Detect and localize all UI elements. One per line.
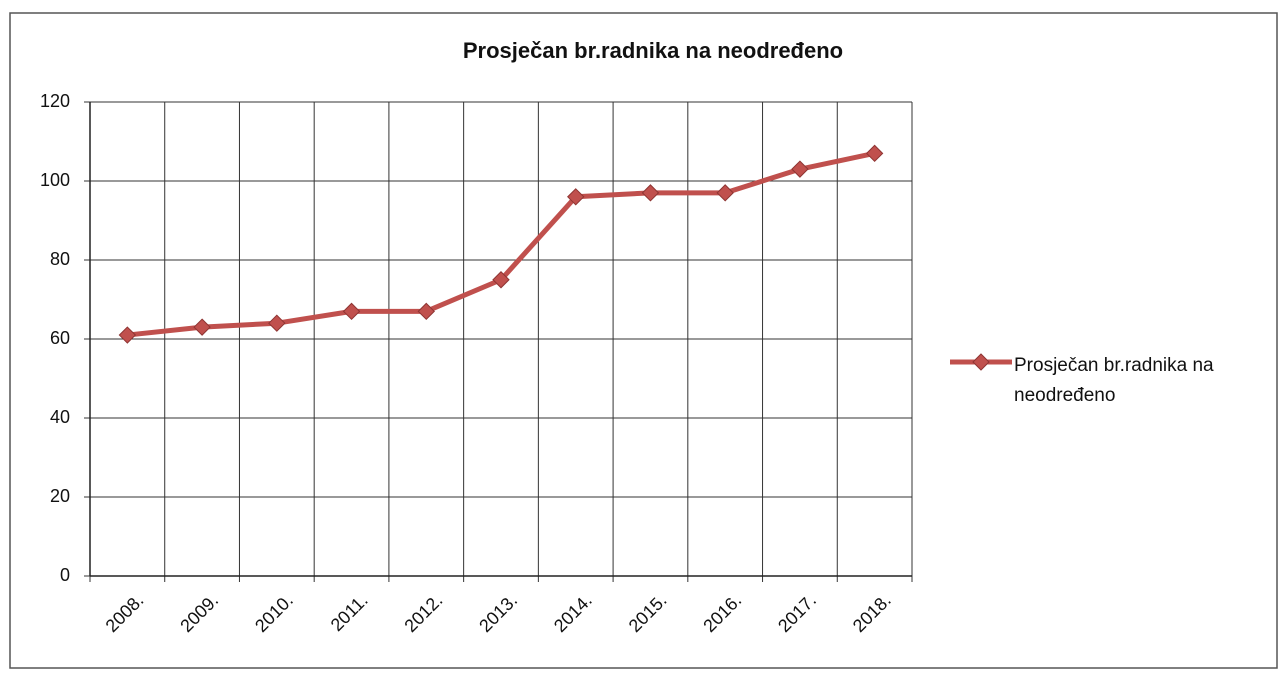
x-tick-label: 2010. (251, 590, 297, 636)
y-tick-label: 80 (50, 249, 70, 269)
y-tick-label: 100 (40, 170, 70, 190)
legend-label: Prosječan br.radnika na neodređeno (1014, 355, 1214, 406)
y-tick-label: 60 (50, 328, 70, 348)
y-tick-label: 120 (40, 91, 70, 111)
point (268, 314, 286, 332)
chart-border (9, 12, 1278, 669)
point (417, 302, 435, 321)
point (641, 184, 660, 202)
x-tick-label: 2012. (400, 590, 446, 636)
legend-marker (972, 353, 990, 371)
y-tick-label: 0 (60, 565, 70, 585)
x-tick-label: 2018. (849, 590, 895, 636)
x-tick-label: 2017. (774, 590, 820, 636)
point (342, 302, 361, 321)
point (118, 326, 137, 344)
point (865, 144, 884, 163)
point (492, 271, 510, 289)
chart-title: Prosječan br.radnika na neodređeno (463, 38, 843, 63)
x-tick-label: 2011. (327, 590, 372, 635)
point (791, 160, 809, 178)
x-tick-label: 2013. (475, 590, 521, 636)
point (193, 318, 211, 336)
point (567, 188, 585, 206)
point (716, 184, 734, 202)
x-tick-label: 2009. (176, 590, 222, 636)
y-tick-label: 20 (50, 486, 70, 506)
x-tick-label: 2014. (550, 590, 596, 636)
x-tick-label: 2008. (102, 590, 148, 636)
y-tick-label: 40 (50, 407, 70, 427)
x-tick-label: 2015. (625, 590, 671, 636)
x-tick-label: 2016. (699, 590, 745, 636)
